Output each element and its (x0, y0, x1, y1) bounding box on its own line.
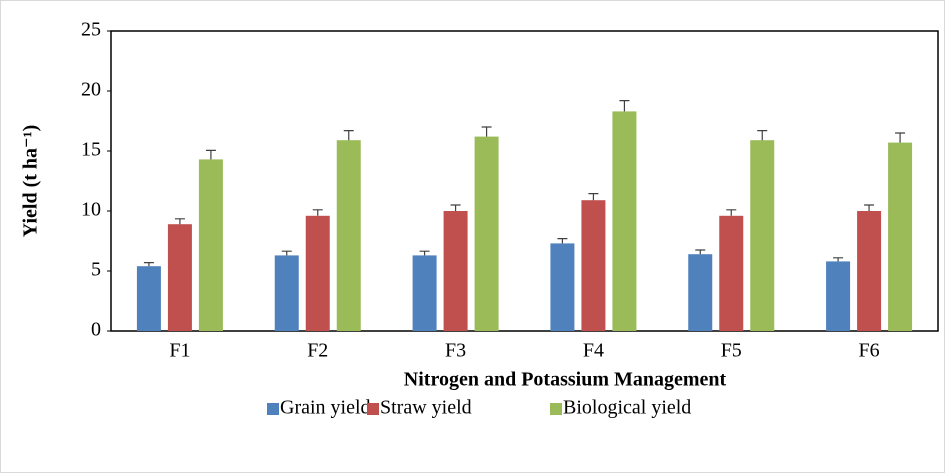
x-axis-label: Nitrogen and Potassium Management (404, 369, 727, 391)
bar (412, 255, 437, 331)
error-bar (205, 149, 216, 160)
error-bar (481, 126, 492, 137)
y-tick-label: 25 (81, 19, 101, 41)
x-tick-label: F4 (583, 340, 604, 362)
legend-swatch (267, 403, 279, 415)
bar (167, 224, 192, 331)
bar (612, 111, 637, 332)
bar (198, 159, 223, 331)
legend-label: Grain yield (280, 397, 371, 419)
bar (305, 215, 330, 331)
error-bar (143, 262, 154, 267)
x-tick-label: F1 (169, 340, 190, 362)
bar (688, 254, 713, 331)
bar (826, 261, 851, 331)
x-tick-label: F5 (721, 340, 742, 362)
y-axis-label: Yield (t ha⁻¹) (20, 125, 42, 237)
y-tick-label: 15 (81, 139, 101, 161)
error-bar (895, 132, 906, 143)
error-bar (557, 238, 568, 244)
y-tick-label: 0 (91, 319, 101, 341)
error-bar (312, 209, 323, 216)
bar (274, 255, 299, 331)
bar (443, 211, 468, 331)
legend-label: Biological yield (563, 397, 691, 419)
x-tick-label: F6 (859, 340, 880, 362)
error-bar (174, 218, 185, 225)
y-tick-label: 10 (81, 199, 101, 221)
bar (719, 215, 744, 331)
error-bar (450, 204, 461, 211)
bar (474, 136, 499, 331)
error-bar (419, 250, 430, 256)
error-bar (726, 209, 737, 216)
bar (550, 243, 575, 331)
error-bar (864, 204, 875, 211)
error-bar (833, 257, 844, 262)
error-bar (619, 100, 630, 112)
legend-label: Straw yield (380, 397, 472, 419)
bar (857, 211, 882, 331)
legend-swatch (367, 403, 379, 415)
legend-swatch (550, 403, 562, 415)
bar (750, 140, 775, 331)
error-bar (588, 193, 599, 201)
x-tick-label: F2 (307, 340, 328, 362)
error-bar (343, 130, 354, 141)
bar (336, 140, 361, 331)
plot-frame (110, 30, 939, 332)
bar (136, 266, 161, 331)
error-bar (757, 130, 768, 141)
error-bar (281, 250, 292, 256)
y-tick-label: 20 (81, 79, 101, 101)
bar (888, 142, 913, 331)
bar (581, 200, 606, 331)
error-bar (695, 249, 706, 255)
y-tick-label: 5 (91, 259, 101, 281)
x-tick-label: F3 (445, 340, 466, 362)
